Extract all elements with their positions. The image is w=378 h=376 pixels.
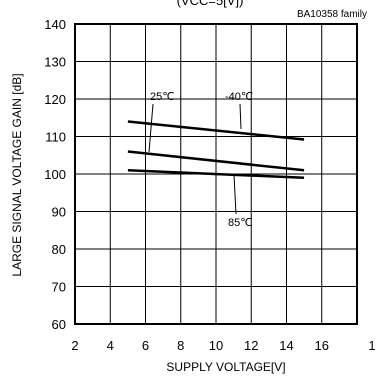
x-tick-labels: 2 4 6 8 10 12 14 16 1 — [71, 338, 375, 353]
chart-note: BA10358 family — [297, 9, 367, 20]
grid-lines — [75, 24, 357, 324]
y-tick-label: 60 — [52, 317, 66, 332]
annotation-label: 25℃ — [150, 91, 175, 103]
x-tick-label: 16 — [315, 338, 329, 353]
x-tick-label: 10 — [209, 338, 223, 353]
annotations: 25℃ -40℃ 85℃ — [148, 91, 253, 229]
annotation-leader — [148, 103, 154, 153]
annotation-leader — [239, 103, 242, 130]
chart-title: (VCC=5[V]) — [177, 0, 244, 8]
x-tick-label: 6 — [142, 338, 149, 353]
y-tick-label: 80 — [52, 242, 66, 257]
y-tick-label: 100 — [44, 167, 66, 182]
series-line — [127, 169, 305, 180]
y-tick-label: 140 — [44, 17, 66, 32]
x-axis-label: SUPPLY VOLTAGE[V] — [166, 360, 285, 374]
x-tick-label: 2 — [71, 338, 78, 353]
y-tick-labels: 60 70 80 90 100 110 120 130 140 — [44, 17, 66, 332]
annotation-label: 85℃ — [228, 217, 253, 229]
x-tick-label: 12 — [244, 338, 258, 353]
series-line — [127, 120, 305, 141]
x-tick-label: 1 — [368, 338, 375, 353]
x-tick-label: 8 — [177, 338, 184, 353]
y-tick-label: 110 — [45, 130, 66, 145]
x-tick-label: 4 — [107, 338, 114, 353]
series-line — [127, 150, 305, 172]
y-tick-label: 90 — [52, 205, 66, 220]
x-tick-label: 14 — [279, 338, 293, 353]
y-tick-label: 70 — [52, 280, 66, 295]
series-lines — [127, 120, 305, 180]
annotation-label: -40℃ — [225, 91, 253, 103]
annotation-leader — [233, 174, 237, 215]
y-tick-label: 120 — [44, 92, 66, 107]
plot-frame — [74, 23, 358, 325]
y-tick-label: 130 — [44, 55, 66, 70]
y-axis-label: LARGE SIGNAL VOLTAGE GAIN [dB] — [10, 73, 24, 276]
